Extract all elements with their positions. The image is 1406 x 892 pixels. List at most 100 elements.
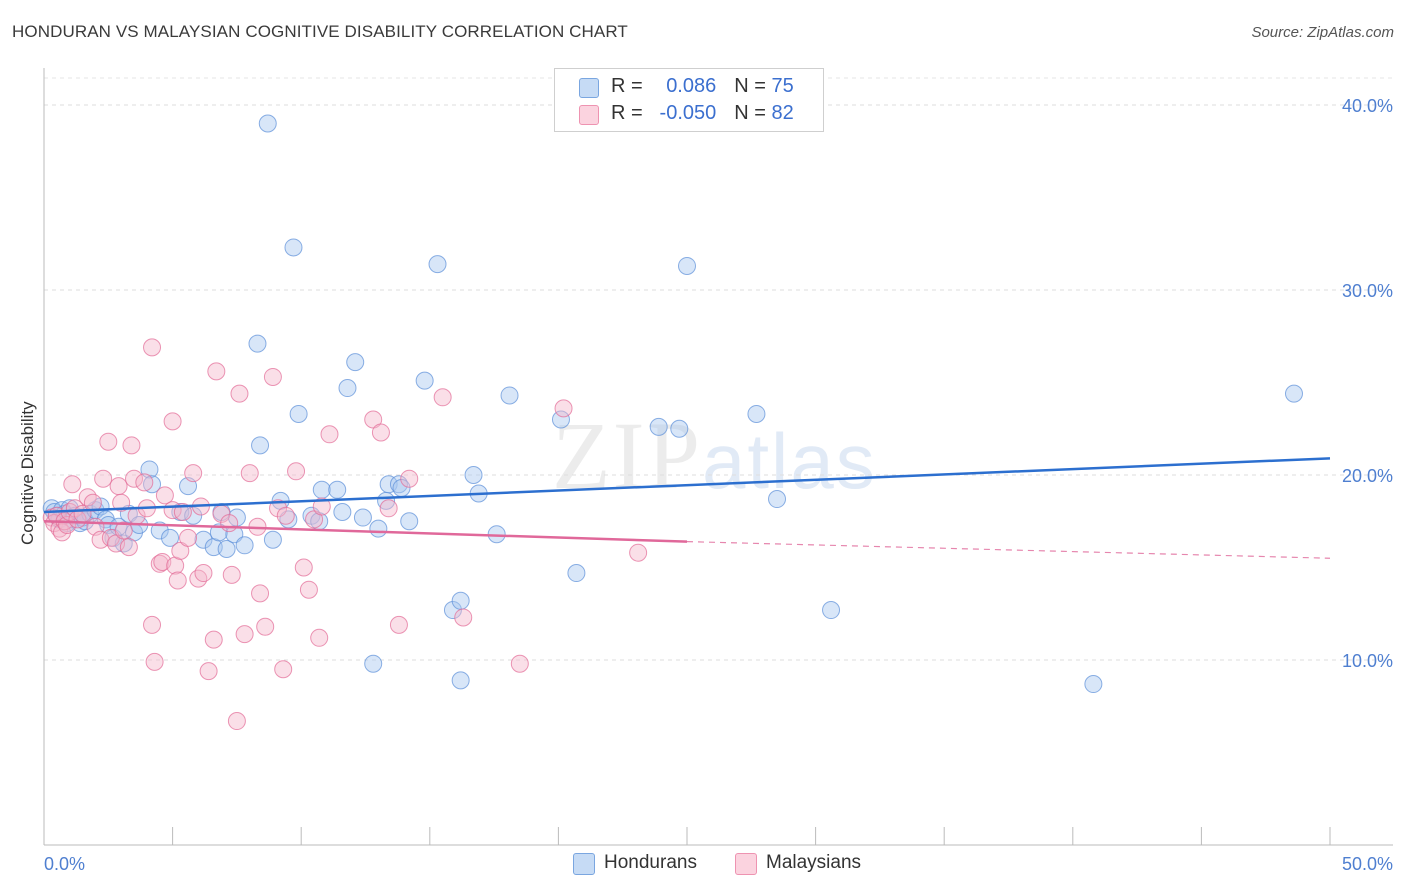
data-point [145,652,164,671]
legend-swatch-hondurans [579,78,599,98]
data-point [99,432,118,451]
legend-r-label: R = [611,75,649,97]
data-point [179,528,198,547]
grid-lines [44,77,1393,661]
data-point [629,543,648,562]
legend-swatch-malaysians [735,853,757,875]
data-point [1284,384,1303,403]
data-point [194,530,213,549]
axes [43,68,1393,846]
x-tick-label: 50.0% [1342,854,1393,874]
data-point [227,712,246,731]
data-point [276,506,295,525]
legend-n-value: 82 [771,102,794,124]
trend-line-malaysians-extension [686,541,1331,559]
data-point [168,571,187,590]
data-point [184,464,203,483]
data-point [83,493,102,512]
data-point [173,503,192,521]
legend-n-label: N = [734,75,772,97]
data-point [649,417,668,436]
data-point [263,530,282,549]
data-point [320,425,339,444]
data-point [263,367,282,386]
data-point [768,490,787,509]
y-tick-label: 20.0% [1342,466,1393,486]
data-point [338,379,357,398]
data-point [150,554,169,573]
data-point [125,469,144,488]
legend-r-label: R = [611,102,649,124]
data-point [114,521,133,540]
data-point [199,662,218,681]
data-point [207,362,226,381]
data-point [379,499,398,518]
data-point [670,419,689,438]
legend-r-value: 0.086 [666,75,717,97]
data-point [454,608,473,627]
data-point [235,625,254,644]
legend-label-malaysians: Malaysians [766,852,862,873]
hondurans-points [42,114,1303,694]
data-point [567,564,586,583]
data-point [1084,675,1103,694]
data-point [451,671,470,690]
data-point [415,371,434,390]
data-point [284,238,303,257]
data-point [312,480,331,499]
data-point [122,436,141,455]
data-point [235,536,254,555]
data-point [184,506,203,525]
data-point [822,601,841,620]
data-point [287,462,306,481]
legend-swatch-hondurans [573,853,595,875]
data-point [312,497,331,516]
watermark-atlas: atlas [702,417,877,505]
tick-labels: 10.0% 20.0% 30.0% 40.0% 0.0% 50.0% [44,96,1393,874]
data-point [143,475,162,494]
legend-n-label: N = [734,102,772,124]
data-point [451,591,470,610]
data-point [230,384,249,403]
y-tick-label: 10.0% [1342,651,1393,671]
data-point [112,493,131,512]
data-point [328,480,347,499]
data-point [251,436,270,455]
data-point [369,519,388,538]
y-tick-label: 30.0% [1342,281,1393,301]
chart-title: HONDURAN VS MALAYSIAN COGNITIVE DISABILI… [12,22,628,41]
data-point [63,475,82,494]
data-point [240,464,259,483]
data-point [464,466,483,484]
data-point [119,538,138,557]
data-point [371,423,390,442]
data-point [678,256,696,275]
data-point [143,338,162,357]
data-point [258,114,277,133]
trend-lines [43,457,1331,559]
watermark: ZIPatlas [552,400,877,511]
data-point [217,540,236,558]
data-point [389,615,408,634]
data-point [294,558,313,577]
data-point [135,473,154,492]
legend-label-hondurans: Hondurans [604,852,697,873]
data-point [222,565,241,584]
data-point [554,399,573,418]
data-point [289,404,308,423]
data-point [500,386,519,405]
data-point [443,601,462,620]
data-point [346,353,365,372]
data-point [220,514,239,533]
data-point [155,486,174,505]
data-point [269,499,288,518]
data-point [248,334,267,353]
x-tick-label: 0.0% [44,854,85,874]
data-point [428,255,447,274]
data-point [161,528,180,547]
trend-line-malaysians [43,520,688,543]
data-point [256,617,275,636]
data-point [333,503,352,521]
data-point [251,584,270,603]
